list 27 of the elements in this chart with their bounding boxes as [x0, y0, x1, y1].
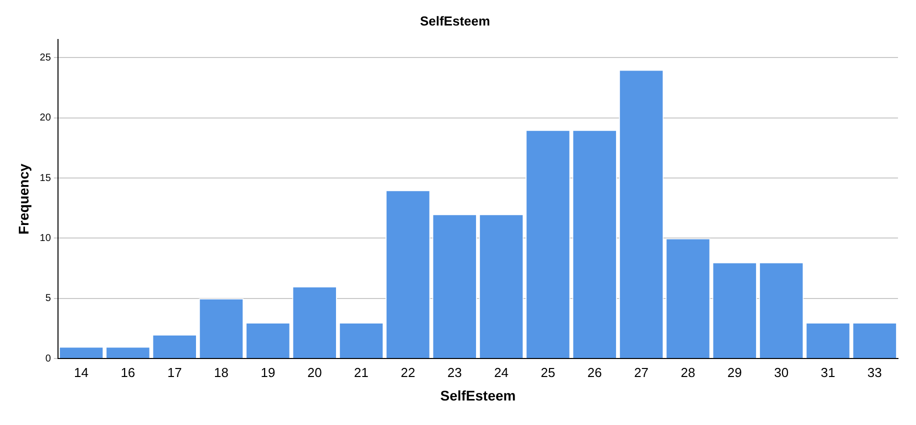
- x-tick-label: 24: [494, 364, 509, 380]
- y-tick-label: 0: [45, 353, 52, 364]
- x-tick-label: 22: [400, 364, 416, 380]
- x-tick-label: 18: [214, 364, 229, 380]
- x-tick-label: 27: [634, 364, 649, 380]
- x-tick-label: 26: [587, 364, 602, 380]
- x-tick-label: 31: [820, 364, 836, 380]
- x-tick-label: 16: [120, 364, 136, 380]
- y-tick-label: 10: [40, 232, 52, 244]
- x-tick-label: 29: [727, 364, 742, 380]
- x-tick-label: 30: [774, 364, 789, 380]
- y-tick-label: 15: [40, 172, 52, 184]
- x-tick-label: 33: [867, 364, 882, 380]
- x-tick-label: 23: [447, 364, 462, 380]
- x-tick-label: 14: [74, 364, 88, 380]
- x-tick-label: 19: [260, 364, 276, 380]
- y-tick-label: 20: [40, 112, 52, 124]
- x-tick-label: 21: [354, 364, 369, 380]
- y-tick-label: 5: [45, 293, 52, 304]
- x-tick-label: 28: [680, 364, 696, 380]
- x-tick-label: 17: [167, 364, 182, 380]
- x-tick-label: 20: [307, 364, 322, 380]
- x-tick-label: 25: [540, 364, 556, 380]
- y-axis-title: Frequency: [15, 163, 32, 235]
- x-axis-title: SelfEsteem: [440, 387, 516, 404]
- y-tick-label: 25: [40, 52, 52, 64]
- chart-title: SelfEsteem: [420, 13, 490, 28]
